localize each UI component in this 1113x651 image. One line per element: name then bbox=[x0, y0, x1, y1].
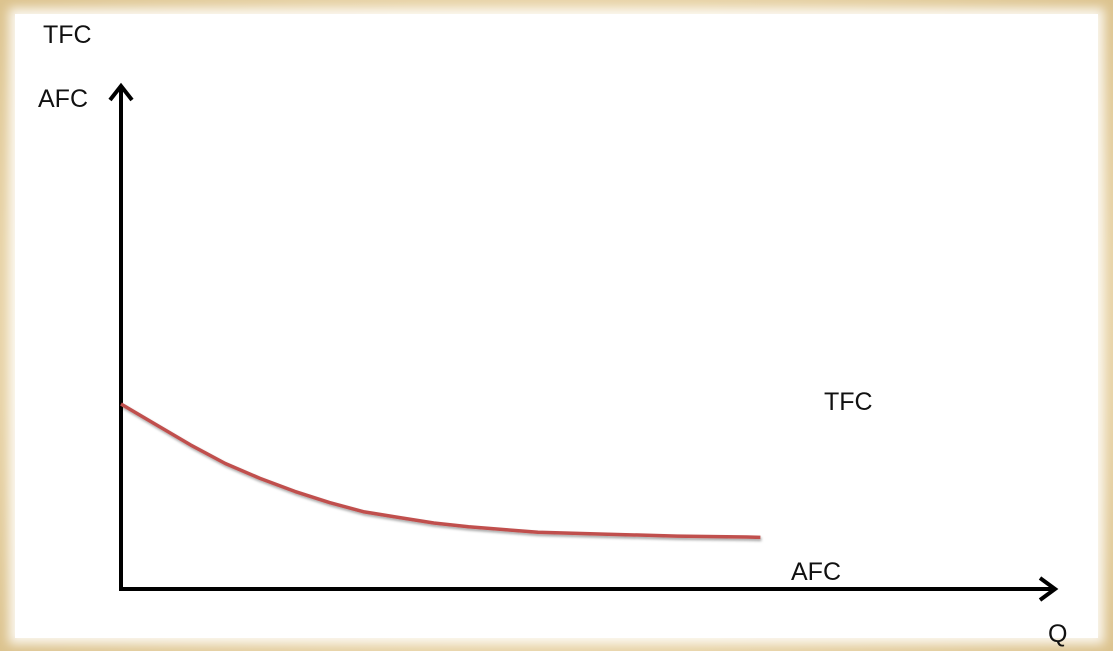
y-axis-label-afc: AFC bbox=[38, 85, 88, 113]
tfc-curve-label: TFC bbox=[824, 388, 873, 416]
x-axis-label: Q bbox=[1048, 620, 1067, 648]
y-axis-arrowhead bbox=[108, 82, 134, 102]
y-axis-label-tfc: TFC bbox=[43, 21, 92, 49]
afc-curve-label: AFC bbox=[791, 558, 841, 586]
afc-series-line bbox=[120, 402, 761, 540]
x-axis-arrowhead bbox=[1038, 576, 1059, 602]
